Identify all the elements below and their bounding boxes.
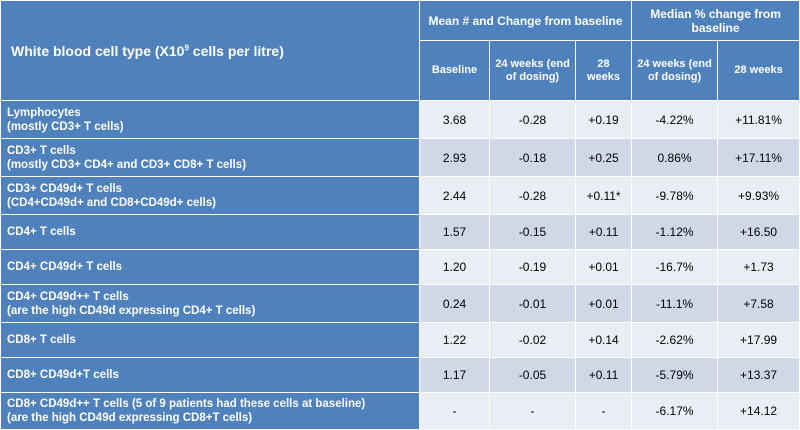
mean-24-weeks-value: - xyxy=(489,392,576,430)
baseline-column-header: Baseline xyxy=(419,40,490,101)
median-24-weeks-column-header: 24 weeks (end of dosing) xyxy=(631,40,719,101)
mean-24-weeks-column-header: 24 weeks (end of dosing) xyxy=(489,40,576,101)
median-28-weeks-value: +7.58 xyxy=(717,284,800,323)
median-28-weeks-value: +9.93% xyxy=(717,176,800,215)
cell-type-name: Lymphocytes xyxy=(7,106,81,119)
mean-24-weeks-value: -0.01 xyxy=(489,284,576,323)
mean-28-weeks-value: +0.01 xyxy=(574,249,633,285)
cell-type-name: CD4+ T cells xyxy=(7,226,76,238)
mean-28-weeks-value: - xyxy=(574,392,633,430)
mean-28-weeks-value: +0.01 xyxy=(574,284,633,323)
median-24-weeks-value: 0.86% xyxy=(631,138,719,177)
cell-type-label: CD4+ T cells xyxy=(0,214,420,250)
median-28-weeks-value: +17.99 xyxy=(717,322,800,358)
table-row: CD4+ CD49d+ T cells 1.20 -0.19 +0.01 -16.7% +… xyxy=(0,249,800,285)
median-24-weeks-value: -16.7% xyxy=(631,249,719,285)
cell-type-label: Lymphocytes (mostly CD3+ T cells) xyxy=(0,100,420,139)
mean-28-weeks-value: +0.11 xyxy=(574,214,633,250)
cell-type-name: CD3+ T cells xyxy=(7,144,76,157)
mean-change-group-header: Mean # and Change from baseline xyxy=(418,0,633,41)
median-24-weeks-value: -9.78% xyxy=(631,176,719,215)
cell-type-name: CD8+ T cells xyxy=(7,334,76,346)
cell-type-note: (CD4+CD49d+ and CD8+CD49d+ cells) xyxy=(7,196,216,209)
table-row: CD8+ CD49d++ T cells (5 of 9 patients ha… xyxy=(0,392,800,430)
mean-28-weeks-value: +0.11* xyxy=(574,176,633,215)
cell-type-label: CD3+ CD49d+ T cells (CD4+CD49d+ and CD8+C… xyxy=(0,176,420,215)
mean-24-weeks-value: -0.19 xyxy=(489,249,576,285)
median-24-weeks-value: -5.79% xyxy=(631,357,719,393)
baseline-value: 3.68 xyxy=(419,100,490,139)
mean-24-weeks-value: -0.15 xyxy=(489,214,576,250)
table-row: CD3+ T cells (mostly CD3+ CD4+ and CD3+ C… xyxy=(0,138,800,177)
median-28-weeks-value: +14.12 xyxy=(717,392,800,430)
median-28-weeks-value: +17.11% xyxy=(717,138,800,177)
median-28-weeks-value: +13.37 xyxy=(717,357,800,393)
median-24-weeks-value: -6.17% xyxy=(631,392,719,430)
baseline-value: 1.20 xyxy=(419,249,490,285)
mean-24-weeks-value: -0.05 xyxy=(489,357,576,393)
cell-type-label: CD4+ CD49d+ T cells xyxy=(0,249,420,285)
mean-24-weeks-value: -0.28 xyxy=(489,176,576,215)
cell-type-label: CD8+ T cells xyxy=(0,322,420,358)
mean-28-weeks-value: +0.14 xyxy=(574,322,633,358)
table-row: CD3+ CD49d+ T cells (CD4+CD49d+ and CD8+C… xyxy=(0,176,800,215)
table-row: CD4+ T cells 1.57 -0.15 +0.11 -1.12% +16.50 xyxy=(0,214,800,250)
table-row: CD8+ CD49d+T cells 1.17 -0.05 +0.11 -5.79% +1… xyxy=(0,357,800,393)
table-row: CD4+ CD49d++ T cells (are the high CD49d … xyxy=(0,284,800,323)
cell-type-label: CD3+ T cells (mostly CD3+ CD4+ and CD3+ C… xyxy=(0,138,420,177)
table-row: Lymphocytes (mostly CD3+ T cells) 3.68 -0.2… xyxy=(0,100,800,139)
mean-24-weeks-value: -0.18 xyxy=(489,138,576,177)
row-label-column-header: White blood cell type (X109 cells per li… xyxy=(0,0,420,101)
baseline-value: 1.57 xyxy=(419,214,490,250)
mean-28-weeks-value: +0.19 xyxy=(574,100,633,139)
baseline-value: 1.17 xyxy=(419,357,490,393)
median-28-weeks-value: +1.73 xyxy=(717,249,800,285)
median-change-group-header: Median % change from baseline xyxy=(631,0,800,41)
cell-type-label: CD8+ CD49d+T cells xyxy=(0,357,420,393)
cell-type-name: CD4+ CD49d+ T cells xyxy=(7,261,123,273)
cell-type-name: CD8+ CD49d++ T cells (5 of 9 patients ha… xyxy=(7,398,366,410)
baseline-value: 2.93 xyxy=(419,138,490,177)
baseline-value: - xyxy=(419,392,490,430)
cell-type-note: (are the high CD49d expressing CD8+T cel… xyxy=(7,412,253,424)
baseline-value: 2.44 xyxy=(419,176,490,215)
baseline-value: 1.22 xyxy=(419,322,490,358)
median-28-weeks-value: +11.81% xyxy=(717,100,800,139)
median-24-weeks-value: -4.22% xyxy=(631,100,719,139)
cell-type-note: (mostly CD3+ CD4+ and CD3+ CD8+ T cells) xyxy=(7,158,247,171)
median-24-weeks-value: -1.12% xyxy=(631,214,719,250)
mean-28-weeks-value: +0.11 xyxy=(574,357,633,393)
mean-28-weeks-value: +0.25 xyxy=(574,138,633,177)
cell-type-label: CD8+ CD49d++ T cells (5 of 9 patients ha… xyxy=(0,392,420,430)
cell-type-label: CD4+ CD49d++ T cells (are the high CD49d … xyxy=(0,284,420,323)
baseline-value: 0.24 xyxy=(419,284,490,323)
cell-type-name: CD3+ CD49d+ T cells xyxy=(7,182,123,195)
median-24-weeks-value: -11.1% xyxy=(631,284,719,323)
cell-type-note: (mostly CD3+ T cells) xyxy=(7,120,124,133)
cell-type-name: CD4+ CD49d++ T cells xyxy=(7,290,129,303)
median-28-weeks-column-header: 28 weeks xyxy=(717,40,800,101)
table-row: CD8+ T cells 1.22 -0.02 +0.14 -2.62% +17.99 xyxy=(0,322,800,358)
cell-type-note: (are the high CD49d expressing CD4+ T ce… xyxy=(7,304,256,317)
mean-24-weeks-value: -0.28 xyxy=(489,100,576,139)
cell-type-name: CD8+ CD49d+T cells xyxy=(7,369,119,381)
median-28-weeks-value: +16.50 xyxy=(717,214,800,250)
median-24-weeks-value: -2.62% xyxy=(631,322,719,358)
mean-24-weeks-value: -0.02 xyxy=(489,322,576,358)
mean-28-weeks-column-header: 28 weeks xyxy=(574,40,633,101)
